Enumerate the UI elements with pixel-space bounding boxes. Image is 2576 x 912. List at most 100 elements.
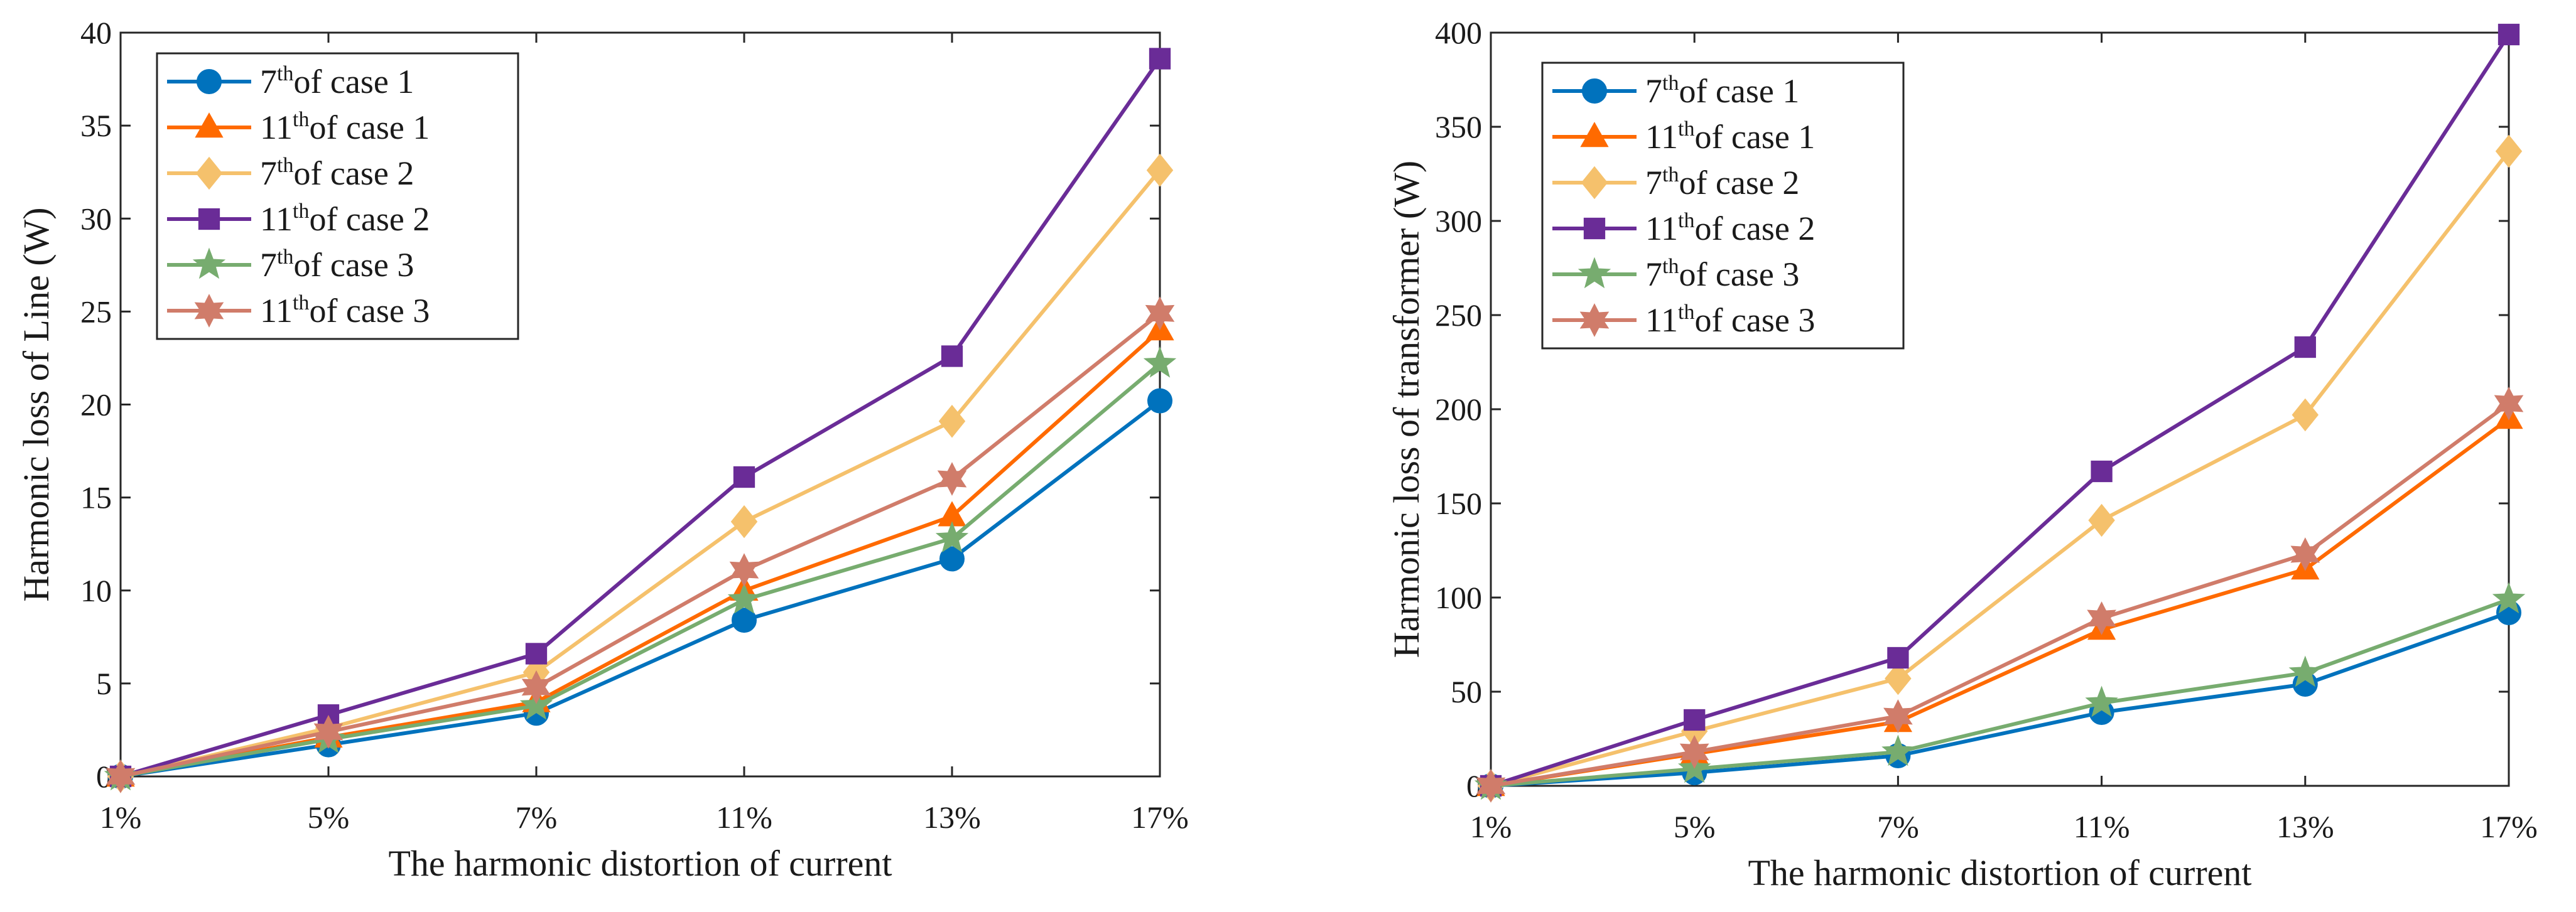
data-point <box>938 404 966 438</box>
series-line <box>120 328 1162 778</box>
series-line <box>1490 150 2511 788</box>
data-point <box>1146 153 1174 187</box>
data-point <box>2492 582 2526 614</box>
data-point <box>729 553 759 587</box>
x-tick-label: 1% <box>1470 809 1512 844</box>
data-point <box>1143 346 1177 378</box>
legend-sup: th <box>293 108 309 131</box>
data-point <box>941 345 963 367</box>
data-point <box>939 546 965 572</box>
data-point <box>106 759 136 793</box>
series-line <box>1490 611 2509 788</box>
data-point <box>2087 601 2116 635</box>
legend-rest: of case 1 <box>293 63 414 100</box>
legend-rest: of case 3 <box>1694 301 1815 339</box>
y-tick-label: 25 <box>80 294 112 329</box>
series-2 <box>106 315 1174 787</box>
x-tick-label: 7% <box>516 800 558 835</box>
legend-marker <box>1583 217 1606 240</box>
y-tick-label: 100 <box>1435 580 1482 615</box>
series-line <box>1490 598 2510 788</box>
x-tick-label: 5% <box>308 800 350 835</box>
legend-marker <box>197 69 222 94</box>
legend-label: 11thof case 2 <box>1645 209 1815 247</box>
legend-rest: of case 3 <box>309 292 430 330</box>
series-line <box>120 311 1161 778</box>
x-axis-label: The harmonic distortion of current <box>388 843 892 884</box>
x-tick-label: 11% <box>716 800 772 835</box>
series-line <box>120 362 1161 778</box>
x-tick-label: 11% <box>2074 809 2130 844</box>
legend-order: 11 <box>260 200 293 238</box>
y-tick-label: 300 <box>1435 203 1482 239</box>
y-tick-label: 400 <box>1435 15 1482 50</box>
data-point <box>727 582 761 614</box>
legend-label: 11thof case 2 <box>260 200 430 238</box>
legend-marker <box>1580 122 1609 148</box>
series-line <box>1490 33 2511 788</box>
data-point <box>730 505 758 539</box>
legend-order: 11 <box>1645 210 1678 247</box>
legend-rest: of case 3 <box>1679 255 1799 293</box>
x-tick-label: 17% <box>1131 800 1189 835</box>
y-tick-label: 150 <box>1435 486 1482 521</box>
legend-rest: of case 3 <box>293 246 414 284</box>
legend-label: 7thof case 3 <box>260 245 414 284</box>
data-point <box>313 714 344 749</box>
y-tick-label: 10 <box>80 573 112 608</box>
data-point <box>519 688 553 720</box>
legend-order: 11 <box>1645 301 1678 339</box>
legend-marker <box>192 247 226 279</box>
y-tick-label: 5 <box>96 666 112 701</box>
y-tick-label: 200 <box>1435 392 1482 427</box>
data-point <box>2498 23 2520 46</box>
data-point <box>1684 709 1706 731</box>
legend-rest: of case 1 <box>1679 72 1799 110</box>
x-tick-label: 13% <box>2276 809 2334 844</box>
legend-order: 11 <box>260 109 293 146</box>
data-point <box>1679 735 1709 769</box>
x-tick-label: 13% <box>923 800 981 835</box>
x-tick-label: 5% <box>1674 809 1716 844</box>
legend-sup: th <box>1662 255 1679 278</box>
data-point <box>2290 537 2320 571</box>
x-tick-label: 17% <box>2480 809 2538 844</box>
data-point <box>732 608 757 633</box>
data-point <box>2292 398 2319 432</box>
legend-rest: of case 1 <box>1694 118 1815 156</box>
legend-sup: th <box>1678 301 1694 324</box>
y-tick-label: 50 <box>1451 674 1482 709</box>
legend-marker <box>1578 257 1611 289</box>
legend-label: 11thof case 1 <box>1645 117 1815 156</box>
x-tick-label: 1% <box>100 800 142 835</box>
legend-marker <box>1581 166 1608 200</box>
y-tick-label: 40 <box>80 15 112 50</box>
legend-label: 7thof case 1 <box>1645 72 1799 110</box>
legend-order: 11 <box>260 292 293 330</box>
x-axis-label: The harmonic distortion of current <box>1748 852 2251 893</box>
legend-sup: th <box>1678 117 1694 141</box>
series-1 <box>1478 600 2521 798</box>
data-point <box>2091 460 2113 483</box>
legend-order: 7 <box>1645 255 1662 293</box>
legend-box <box>1541 62 1905 350</box>
data-point <box>1883 699 1913 733</box>
y-tick-label: 35 <box>80 108 112 143</box>
legend-sup: th <box>1662 163 1679 186</box>
legend-label: 7thof case 2 <box>1645 163 1799 201</box>
legend-marker <box>195 112 224 138</box>
legend-rest: of case 2 <box>1679 164 1799 201</box>
legend-label: 11thof case 1 <box>260 108 430 146</box>
x-tick-label: 7% <box>1877 809 1919 844</box>
legend-label: 11thof case 3 <box>1645 301 1815 339</box>
data-point <box>1476 769 1506 803</box>
data-point <box>1145 296 1175 331</box>
legend-marker <box>1579 303 1610 337</box>
legend-rest: of case 2 <box>293 154 414 192</box>
series-1 <box>108 388 1172 789</box>
series-5 <box>104 346 1177 791</box>
series-4 <box>1480 23 2520 797</box>
